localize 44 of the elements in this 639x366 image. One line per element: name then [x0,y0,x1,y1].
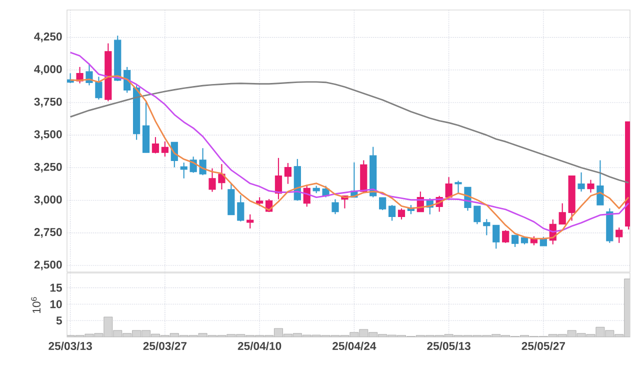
candlestick [332,198,339,215]
candlestick [284,162,292,184]
x-tick-label: 25/05/13 [427,342,470,350]
x-tick-label: 25/03/13 [48,342,92,350]
candlestick [379,197,386,211]
y-tick-label: 10 [50,300,62,308]
candlestick [445,176,452,200]
y-tick-label: 4,000 [34,65,62,75]
y-tick-label: 5 [56,316,62,325]
x-tick-label: 25/03/27 [143,342,186,350]
candlestick [161,140,168,158]
candlestick [208,168,216,192]
candlestick [398,208,406,220]
candlestick [502,230,510,244]
candlestick [511,234,519,248]
candlestick [587,179,594,194]
candlestick [558,202,566,225]
candlestick [388,204,396,222]
x-tick-label: 25/04/24 [332,342,376,350]
candlestick [492,224,500,250]
candlestick [95,76,102,100]
candlestick [616,227,623,244]
y-tick-label: 3,000 [34,195,62,206]
y-axis-title: 10$^{6}$ [31,297,41,313]
x-tick-label: 25/04/10 [238,342,282,350]
y-tick-label: 2,750 [34,228,62,238]
candlestick [274,157,282,200]
candlestick [596,160,604,206]
y-tick-label: 3,750 [34,98,62,108]
x-tick-label: 25/05/27 [522,342,565,350]
y-tick-label: 2,500 [34,260,62,270]
y-tick-label: 4,250 [34,32,62,42]
candlestick [152,136,160,154]
y-tick-label: 3,250 [34,162,62,173]
candlestick [86,63,93,86]
candlestick [483,218,490,236]
y-tick-label: 15 [50,284,62,292]
candlestick [454,180,462,194]
candlestick [218,164,226,190]
candlestick [474,205,481,225]
candlestick [246,214,254,229]
y-tick-label: 3,500 [34,130,62,140]
candlestick [578,172,585,192]
candlestick [237,194,244,222]
